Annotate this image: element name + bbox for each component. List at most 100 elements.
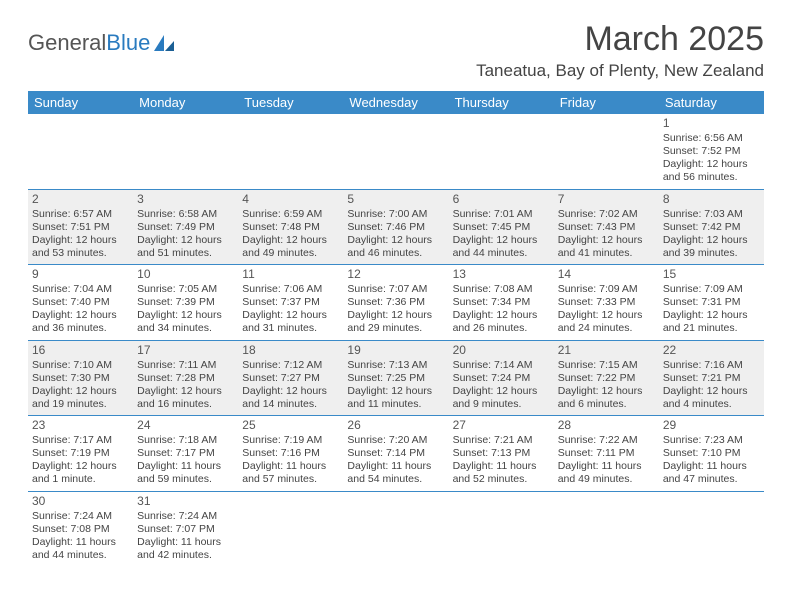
calendar-day-cell: 4Sunrise: 6:59 AMSunset: 7:48 PMDaylight… (238, 189, 343, 265)
daylight-text: Daylight: 12 hours and 1 minute. (32, 460, 129, 486)
daylight-text: Daylight: 11 hours and 57 minutes. (242, 460, 339, 486)
day-number: 16 (32, 343, 129, 358)
sunset-text: Sunset: 7:11 PM (558, 447, 655, 460)
sunrise-text: Sunrise: 7:24 AM (32, 510, 129, 523)
weekday-header-row: SundayMondayTuesdayWednesdayThursdayFrid… (28, 91, 764, 114)
daylight-text: Daylight: 11 hours and 54 minutes. (347, 460, 444, 486)
calendar-day-cell: 19Sunrise: 7:13 AMSunset: 7:25 PMDayligh… (343, 340, 448, 416)
sunrise-text: Sunrise: 7:01 AM (453, 208, 550, 221)
sunset-text: Sunset: 7:10 PM (663, 447, 760, 460)
day-number: 30 (32, 494, 129, 509)
sunrise-text: Sunrise: 7:17 AM (32, 434, 129, 447)
sunset-text: Sunset: 7:21 PM (663, 372, 760, 385)
calendar-day-cell: 22Sunrise: 7:16 AMSunset: 7:21 PMDayligh… (659, 340, 764, 416)
day-number: 15 (663, 267, 760, 282)
calendar-day-cell: 25Sunrise: 7:19 AMSunset: 7:16 PMDayligh… (238, 416, 343, 492)
calendar-empty-cell (659, 491, 764, 566)
daylight-text: Daylight: 12 hours and 29 minutes. (347, 309, 444, 335)
sunset-text: Sunset: 7:24 PM (453, 372, 550, 385)
calendar-day-cell: 20Sunrise: 7:14 AMSunset: 7:24 PMDayligh… (449, 340, 554, 416)
calendar-day-cell: 13Sunrise: 7:08 AMSunset: 7:34 PMDayligh… (449, 265, 554, 341)
calendar-body: 1Sunrise: 6:56 AMSunset: 7:52 PMDaylight… (28, 114, 764, 566)
day-number: 18 (242, 343, 339, 358)
sunset-text: Sunset: 7:49 PM (137, 221, 234, 234)
sunset-text: Sunset: 7:07 PM (137, 523, 234, 536)
daylight-text: Daylight: 12 hours and 34 minutes. (137, 309, 234, 335)
sunrise-text: Sunrise: 7:16 AM (663, 359, 760, 372)
sunrise-text: Sunrise: 6:59 AM (242, 208, 339, 221)
sunrise-text: Sunrise: 7:07 AM (347, 283, 444, 296)
sunrise-text: Sunrise: 7:24 AM (137, 510, 234, 523)
daylight-text: Daylight: 12 hours and 41 minutes. (558, 234, 655, 260)
daylight-text: Daylight: 11 hours and 42 minutes. (137, 536, 234, 562)
sunrise-text: Sunrise: 7:22 AM (558, 434, 655, 447)
calendar-day-cell: 27Sunrise: 7:21 AMSunset: 7:13 PMDayligh… (449, 416, 554, 492)
sunset-text: Sunset: 7:40 PM (32, 296, 129, 309)
sunrise-text: Sunrise: 7:14 AM (453, 359, 550, 372)
calendar-day-cell: 1Sunrise: 6:56 AMSunset: 7:52 PMDaylight… (659, 114, 764, 189)
calendar-week-row: 16Sunrise: 7:10 AMSunset: 7:30 PMDayligh… (28, 340, 764, 416)
logo-text-2: Blue (106, 30, 150, 56)
sunrise-text: Sunrise: 7:20 AM (347, 434, 444, 447)
header: GeneralBlue March 2025 Taneatua, Bay of … (28, 20, 764, 87)
sunset-text: Sunset: 7:33 PM (558, 296, 655, 309)
month-title: March 2025 (476, 20, 764, 59)
sunset-text: Sunset: 7:08 PM (32, 523, 129, 536)
sunset-text: Sunset: 7:37 PM (242, 296, 339, 309)
day-number: 22 (663, 343, 760, 358)
sunrise-text: Sunrise: 7:23 AM (663, 434, 760, 447)
sunset-text: Sunset: 7:39 PM (137, 296, 234, 309)
sunset-text: Sunset: 7:22 PM (558, 372, 655, 385)
sunset-text: Sunset: 7:46 PM (347, 221, 444, 234)
sunrise-text: Sunrise: 7:13 AM (347, 359, 444, 372)
calendar-day-cell: 24Sunrise: 7:18 AMSunset: 7:17 PMDayligh… (133, 416, 238, 492)
daylight-text: Daylight: 12 hours and 46 minutes. (347, 234, 444, 260)
sunset-text: Sunset: 7:34 PM (453, 296, 550, 309)
day-number: 2 (32, 192, 129, 207)
calendar-week-row: 9Sunrise: 7:04 AMSunset: 7:40 PMDaylight… (28, 265, 764, 341)
sunrise-text: Sunrise: 6:58 AM (137, 208, 234, 221)
daylight-text: Daylight: 12 hours and 14 minutes. (242, 385, 339, 411)
sunrise-text: Sunrise: 7:00 AM (347, 208, 444, 221)
calendar-day-cell: 26Sunrise: 7:20 AMSunset: 7:14 PMDayligh… (343, 416, 448, 492)
title-block: March 2025 Taneatua, Bay of Plenty, New … (476, 20, 764, 87)
calendar-empty-cell (449, 114, 554, 189)
daylight-text: Daylight: 11 hours and 47 minutes. (663, 460, 760, 486)
weekday-header: Monday (133, 91, 238, 114)
calendar-day-cell: 30Sunrise: 7:24 AMSunset: 7:08 PMDayligh… (28, 491, 133, 566)
calendar-week-row: 23Sunrise: 7:17 AMSunset: 7:19 PMDayligh… (28, 416, 764, 492)
day-number: 6 (453, 192, 550, 207)
weekday-header: Sunday (28, 91, 133, 114)
calendar-empty-cell (554, 491, 659, 566)
day-number: 13 (453, 267, 550, 282)
sunset-text: Sunset: 7:51 PM (32, 221, 129, 234)
logo-sail-icon (152, 33, 176, 53)
daylight-text: Daylight: 11 hours and 44 minutes. (32, 536, 129, 562)
sunrise-text: Sunrise: 7:10 AM (32, 359, 129, 372)
sunset-text: Sunset: 7:52 PM (663, 145, 760, 158)
daylight-text: Daylight: 12 hours and 19 minutes. (32, 385, 129, 411)
calendar-day-cell: 11Sunrise: 7:06 AMSunset: 7:37 PMDayligh… (238, 265, 343, 341)
day-number: 19 (347, 343, 444, 358)
sunset-text: Sunset: 7:27 PM (242, 372, 339, 385)
calendar-week-row: 2Sunrise: 6:57 AMSunset: 7:51 PMDaylight… (28, 189, 764, 265)
sunset-text: Sunset: 7:25 PM (347, 372, 444, 385)
day-number: 3 (137, 192, 234, 207)
day-number: 14 (558, 267, 655, 282)
daylight-text: Daylight: 12 hours and 9 minutes. (453, 385, 550, 411)
sunset-text: Sunset: 7:30 PM (32, 372, 129, 385)
logo-text-1: General (28, 30, 106, 56)
daylight-text: Daylight: 12 hours and 21 minutes. (663, 309, 760, 335)
sunrise-text: Sunrise: 6:56 AM (663, 132, 760, 145)
calendar-empty-cell (238, 491, 343, 566)
location: Taneatua, Bay of Plenty, New Zealand (476, 61, 764, 81)
daylight-text: Daylight: 12 hours and 56 minutes. (663, 158, 760, 184)
day-number: 5 (347, 192, 444, 207)
sunset-text: Sunset: 7:45 PM (453, 221, 550, 234)
sunset-text: Sunset: 7:16 PM (242, 447, 339, 460)
logo: GeneralBlue (28, 30, 176, 56)
sunset-text: Sunset: 7:17 PM (137, 447, 234, 460)
calendar-day-cell: 17Sunrise: 7:11 AMSunset: 7:28 PMDayligh… (133, 340, 238, 416)
day-number: 25 (242, 418, 339, 433)
day-number: 24 (137, 418, 234, 433)
